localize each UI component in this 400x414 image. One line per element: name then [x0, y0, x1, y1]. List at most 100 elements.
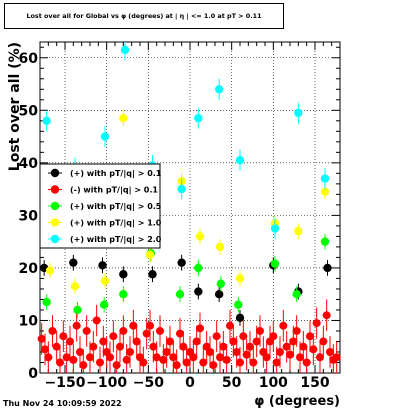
data-point [235, 274, 245, 283]
data-point [42, 116, 51, 126]
data-point [216, 353, 224, 362]
x-tick-label: 50 [222, 375, 242, 391]
data-point [212, 332, 221, 341]
data-point [294, 108, 303, 118]
data-point [256, 326, 264, 335]
y-tick-label: 50 [19, 103, 39, 119]
data-point [276, 347, 284, 356]
data-point [42, 297, 51, 307]
data-point [235, 156, 245, 165]
data-point [226, 321, 234, 330]
data-point [294, 226, 303, 236]
data-point [129, 321, 138, 330]
data-point [116, 342, 124, 351]
y-tick-label: 60 [19, 51, 39, 67]
data-point [194, 287, 203, 296]
legend-label: (+) with pT/|q| > 2.0 [70, 235, 162, 244]
y-axis-label: Lost over all (%) [7, 42, 23, 171]
data-point [262, 353, 271, 362]
legend-label: (+) with pT/|q| > 1.0 [70, 219, 162, 228]
data-point [194, 263, 203, 273]
data-point [272, 358, 281, 367]
data-point [169, 353, 178, 362]
data-point [175, 289, 185, 299]
data-point [209, 361, 218, 370]
y-tick-label: 0 [28, 366, 38, 382]
legend-label: (-) with pT/|q| > 0.1 [70, 186, 158, 195]
data-point [222, 355, 231, 364]
data-point [70, 282, 80, 291]
data-point [289, 337, 298, 346]
x-tick-label: −50 [133, 375, 164, 391]
data-point [41, 345, 49, 354]
data-point [146, 321, 154, 330]
data-point [206, 347, 214, 356]
data-point [302, 358, 311, 367]
data-point [270, 224, 280, 233]
data-point [192, 337, 201, 346]
data-point [52, 342, 61, 351]
data-point [72, 321, 81, 330]
data-point [69, 355, 78, 364]
x-tick-label: 0 [185, 375, 195, 391]
data-point [148, 270, 157, 279]
legend-swatch [50, 234, 60, 244]
legend-swatch [50, 185, 60, 194]
data-point [166, 337, 174, 346]
data-point [139, 358, 148, 367]
data-point [96, 358, 104, 367]
x-tick-label: 150 [300, 375, 329, 391]
data-point [309, 345, 318, 354]
data-point [89, 342, 98, 351]
data-point [45, 266, 55, 275]
x-tick-label: −150 [45, 375, 86, 391]
data-point [306, 332, 314, 341]
data-point [332, 353, 341, 362]
data-point [152, 353, 161, 362]
data-point [319, 337, 328, 346]
data-point [98, 261, 107, 270]
data-point [62, 353, 71, 362]
data-point [176, 329, 184, 338]
y-tick-label: 30 [19, 208, 39, 224]
data-point [56, 358, 64, 367]
data-point [214, 85, 224, 94]
data-point [177, 258, 186, 267]
data-point [239, 332, 248, 341]
data-point [320, 187, 330, 196]
data-point [79, 361, 88, 370]
data-point [82, 326, 91, 335]
data-point [66, 337, 74, 346]
legend-label: (+) with pT/|q| > 0.5 [70, 202, 162, 211]
data-point [142, 329, 151, 338]
data-point [126, 347, 134, 356]
chart-title: Lost over all for Global vs φ (degrees) … [4, 3, 284, 29]
data-point [69, 258, 78, 267]
data-point [229, 337, 238, 346]
data-point [99, 300, 109, 309]
data-point [326, 347, 334, 356]
data-point [232, 347, 241, 356]
data-point [37, 334, 46, 343]
data-point [286, 350, 294, 359]
data-point [214, 289, 224, 299]
data-point [119, 113, 128, 123]
data-point [159, 355, 168, 364]
data-point [119, 270, 128, 279]
data-point [177, 184, 186, 194]
data-point [270, 259, 280, 268]
data-point [234, 300, 243, 309]
data-point [215, 242, 225, 252]
data-point [242, 350, 251, 359]
data-point [149, 342, 158, 351]
data-point [106, 353, 114, 362]
data-point [179, 342, 188, 351]
data-point [132, 337, 141, 346]
data-point [219, 342, 228, 351]
data-point [320, 174, 330, 183]
data-point [156, 326, 164, 335]
data-point [195, 232, 205, 241]
data-point [109, 332, 118, 341]
x-axis-label: φ (degrees) [254, 394, 340, 409]
